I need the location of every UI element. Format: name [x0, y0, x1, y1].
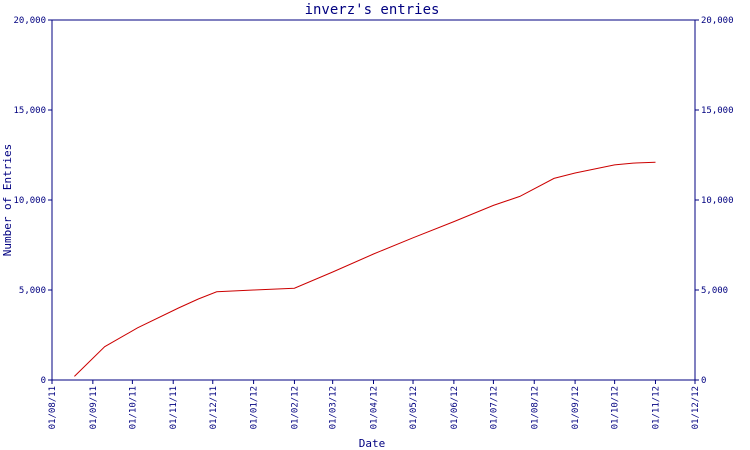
y-tick-label-left: 5,000 — [19, 286, 46, 296]
y-axis-ticks: 0 0 5,000 5,000 10,000 10,000 15,000 15,000 20,0… — [13, 16, 733, 386]
y-tick-label-right: 20,000 — [701, 16, 734, 26]
y-tick-label-left: 10,000 — [13, 196, 46, 206]
x-tick-label: 01/04/12 — [370, 386, 380, 429]
y-tick-label-left: 0 — [41, 376, 46, 386]
x-tick-label: 01/10/12 — [611, 386, 621, 429]
x-tick-label: 01/09/12 — [571, 386, 581, 429]
x-tick-label: 01/11/11 — [169, 386, 179, 429]
y-tick-label-right: 0 — [701, 376, 706, 386]
x-tick-label: 01/06/12 — [450, 386, 460, 429]
x-tick-label: 01/12/11 — [209, 386, 219, 429]
y-tick-label-right: 5,000 — [701, 286, 728, 296]
y-tick-label-left: 15,000 — [13, 106, 46, 116]
x-tick-label: 01/08/11 — [48, 386, 58, 429]
y-axis-label: Number of Entries — [1, 144, 14, 257]
x-tick-label: 01/07/12 — [489, 386, 499, 429]
entries-series-line — [74, 161, 656, 377]
y-tick-label-right: 10,000 — [701, 196, 734, 206]
x-tick-label: 01/01/12 — [250, 386, 260, 429]
series-layer — [74, 161, 656, 377]
x-tick-label: 01/12/12 — [691, 386, 701, 429]
x-tick-label: 01/08/12 — [530, 386, 540, 429]
x-tick-label: 01/11/12 — [651, 386, 661, 429]
x-axis-label: Date — [359, 437, 386, 450]
plot-area-frame — [51, 19, 696, 381]
chart-title: inverz's entries — [305, 2, 440, 18]
y-tick-label-right: 15,000 — [701, 106, 734, 116]
x-tick-label: 01/09/11 — [89, 386, 99, 429]
x-tick-label: 01/10/11 — [128, 386, 138, 429]
x-tick-label: 01/03/12 — [329, 386, 339, 429]
x-axis-ticks: 01/08/11 01/09/11 01/10/11 01/11/11 01/12/11… — [48, 380, 701, 429]
y-tick-label-left: 20,000 — [13, 16, 46, 26]
x-tick-label: 01/05/12 — [409, 386, 419, 429]
x-tick-label: 01/02/12 — [290, 386, 300, 429]
